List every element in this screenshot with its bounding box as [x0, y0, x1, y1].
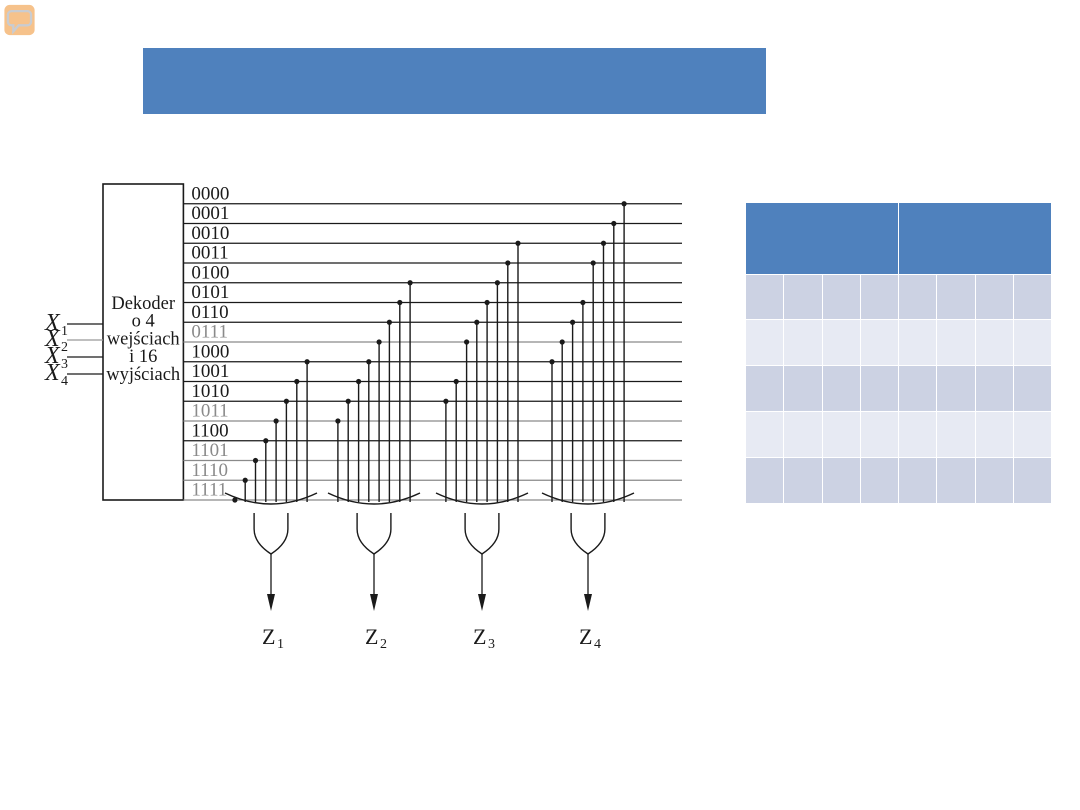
- svg-text:2: 2: [380, 637, 387, 652]
- svg-text:0001: 0001: [191, 203, 229, 224]
- svg-text:1: 1: [61, 324, 68, 339]
- svg-text:1011: 1011: [191, 401, 228, 422]
- svg-text:4: 4: [61, 374, 68, 389]
- svg-text:1000: 1000: [191, 341, 229, 362]
- svg-text:Z: Z: [365, 624, 378, 649]
- svg-text:Z: Z: [473, 624, 486, 649]
- svg-text:0100: 0100: [191, 262, 229, 283]
- svg-text:0010: 0010: [191, 223, 229, 244]
- svg-text:1111: 1111: [191, 480, 227, 501]
- svg-text:1010: 1010: [191, 381, 229, 402]
- svg-text:0000: 0000: [191, 183, 229, 204]
- svg-text:1001: 1001: [191, 361, 229, 382]
- svg-text:0110: 0110: [191, 302, 228, 323]
- svg-text:1100: 1100: [191, 420, 228, 441]
- svg-text:0101: 0101: [191, 282, 229, 303]
- svg-text:X: X: [44, 360, 61, 386]
- svg-text:Z: Z: [262, 624, 275, 649]
- svg-text:1110: 1110: [191, 460, 228, 481]
- svg-text:3: 3: [61, 357, 68, 372]
- svg-text:2: 2: [61, 340, 68, 355]
- svg-text:4: 4: [594, 637, 601, 652]
- svg-text:0011: 0011: [191, 243, 228, 264]
- svg-text:0111: 0111: [191, 322, 228, 343]
- svg-text:1101: 1101: [191, 440, 228, 461]
- svg-text:Z: Z: [579, 624, 592, 649]
- svg-text:1: 1: [277, 637, 284, 652]
- svg-text:wyjściach: wyjściach: [106, 365, 180, 385]
- svg-text:3: 3: [488, 637, 495, 652]
